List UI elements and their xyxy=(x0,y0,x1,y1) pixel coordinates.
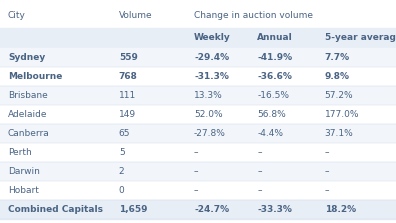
Bar xyxy=(0,162,396,181)
Text: 57.2%: 57.2% xyxy=(325,91,353,100)
Bar xyxy=(0,124,396,143)
Text: Annual: Annual xyxy=(257,33,293,43)
Text: 111: 111 xyxy=(119,91,136,100)
Text: Volume: Volume xyxy=(119,11,152,20)
Text: Brisbane: Brisbane xyxy=(8,91,48,100)
Text: Combined Capitals: Combined Capitals xyxy=(8,205,103,214)
Text: 5-year average: 5-year average xyxy=(325,33,396,43)
Text: 9.8%: 9.8% xyxy=(325,72,350,81)
Bar xyxy=(0,105,396,124)
Text: 2: 2 xyxy=(119,167,124,176)
Text: 5: 5 xyxy=(119,148,125,157)
Text: 37.1%: 37.1% xyxy=(325,129,354,138)
Text: –: – xyxy=(325,167,329,176)
Text: -33.3%: -33.3% xyxy=(257,205,292,214)
Bar xyxy=(0,67,396,86)
Text: 149: 149 xyxy=(119,110,136,119)
Text: City: City xyxy=(8,11,26,20)
Text: Adelaide: Adelaide xyxy=(8,110,48,119)
Text: -31.3%: -31.3% xyxy=(194,72,229,81)
Text: -4.4%: -4.4% xyxy=(257,129,284,138)
Text: Change in auction volume: Change in auction volume xyxy=(194,11,313,20)
Text: –: – xyxy=(194,186,198,195)
Text: 177.0%: 177.0% xyxy=(325,110,359,119)
Text: –: – xyxy=(257,167,262,176)
Bar xyxy=(0,28,396,48)
Text: Canberra: Canberra xyxy=(8,129,50,138)
Bar xyxy=(0,86,396,105)
Text: 52.0%: 52.0% xyxy=(194,110,223,119)
Bar xyxy=(0,181,396,200)
Text: –: – xyxy=(325,186,329,195)
Text: 65: 65 xyxy=(119,129,130,138)
Text: Melbourne: Melbourne xyxy=(8,72,62,81)
Text: 18.2%: 18.2% xyxy=(325,205,356,214)
Text: Sydney: Sydney xyxy=(8,53,45,62)
Text: 768: 768 xyxy=(119,72,138,81)
Text: Perth: Perth xyxy=(8,148,32,157)
Text: -16.5%: -16.5% xyxy=(257,91,289,100)
Bar xyxy=(0,143,396,162)
Text: –: – xyxy=(325,148,329,157)
Text: Darwin: Darwin xyxy=(8,167,40,176)
Bar xyxy=(0,0,396,28)
Bar xyxy=(0,48,396,67)
Text: 56.8%: 56.8% xyxy=(257,110,286,119)
Text: -24.7%: -24.7% xyxy=(194,205,229,214)
Text: Hobart: Hobart xyxy=(8,186,39,195)
Text: -36.6%: -36.6% xyxy=(257,72,292,81)
Text: -27.8%: -27.8% xyxy=(194,129,226,138)
Text: 1,659: 1,659 xyxy=(119,205,147,214)
Text: –: – xyxy=(194,167,198,176)
Text: 13.3%: 13.3% xyxy=(194,91,223,100)
Text: -41.9%: -41.9% xyxy=(257,53,293,62)
Text: Weekly: Weekly xyxy=(194,33,231,43)
Bar xyxy=(0,200,396,219)
Text: -29.4%: -29.4% xyxy=(194,53,229,62)
Text: –: – xyxy=(194,148,198,157)
Text: 7.7%: 7.7% xyxy=(325,53,350,62)
Text: 0: 0 xyxy=(119,186,125,195)
Text: –: – xyxy=(257,148,262,157)
Text: –: – xyxy=(257,186,262,195)
Text: 559: 559 xyxy=(119,53,138,62)
